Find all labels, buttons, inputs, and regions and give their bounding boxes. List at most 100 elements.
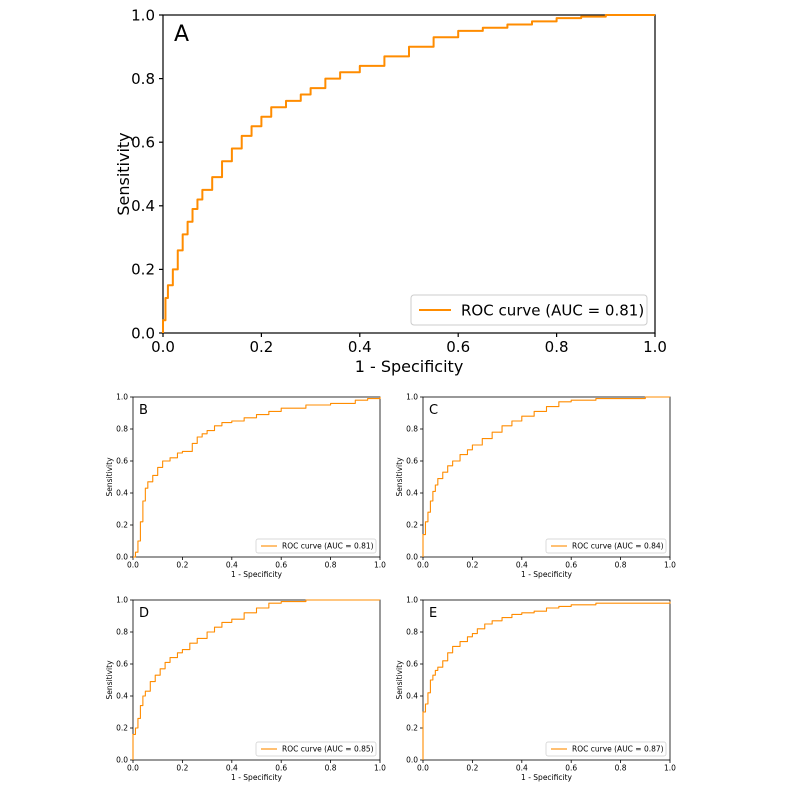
legend-label: ROC curve (AUC = 0.81) — [461, 301, 644, 319]
axes-frame — [162, 14, 656, 334]
axes-frame — [132, 396, 381, 558]
legend-box — [410, 294, 648, 326]
panel-label: D — [139, 606, 149, 621]
x-tick-label: 0.8 — [325, 561, 337, 570]
x-axis-label: 1 - Specificity — [521, 570, 572, 579]
panel-d: 0.0 0.2 0.4 0.6 0.8 1.0 0.0 0.2 0.4 0.6 0.8 1.0 1 - … — [105, 596, 386, 782]
x-tick-label: 0.4 — [516, 764, 528, 773]
y-tick-label: 1.0 — [116, 393, 128, 402]
x-tick-label: 1.0 — [664, 561, 676, 570]
y-tick-label: 0.8 — [406, 628, 418, 637]
roc-curve-line — [162, 14, 655, 333]
x-axis-label: 1 - Specificity — [231, 570, 282, 579]
y-axis-label: Sensitivity — [395, 457, 404, 497]
x-tick-label: 0.4 — [516, 561, 528, 570]
y-tick-label: 0.2 — [406, 521, 418, 530]
legend: ROC curve (AUC = 0.85) — [255, 741, 377, 757]
roc-curve-line — [422, 601, 671, 760]
panel-a: 0.0 0.2 0.4 0.6 0.8 1.0 0.0 0.2 0.4 0.6 0.8 1.0 1 - … — [114, 6, 667, 376]
x-tick-label: 0.8 — [615, 561, 627, 570]
x-tick-label: 0.4 — [226, 561, 238, 570]
y-tick-label: 0.8 — [406, 425, 418, 434]
axes-frame — [132, 599, 381, 761]
axes-frame — [422, 599, 671, 761]
x-tick-label: 0.0 — [417, 764, 429, 773]
y-tick-label: 0.0 — [116, 756, 128, 765]
x-tick-label: 0.4 — [348, 338, 372, 356]
y-tick-label: 0.4 — [116, 489, 128, 498]
x-tick-label: 1.0 — [664, 764, 676, 773]
panel-c: 0.0 0.2 0.4 0.6 0.8 1.0 0.0 0.2 0.4 0.6 0.8 1.0 1 - … — [395, 393, 676, 579]
y-tick-label: 0.0 — [131, 324, 155, 342]
y-tick-label: 1.0 — [131, 6, 155, 24]
legend-label: ROC curve (AUC = 0.81) — [282, 542, 374, 551]
y-tick-label: 0.4 — [116, 692, 128, 701]
y-tick-label: 0.0 — [116, 553, 128, 562]
x-tick-label: 0.2 — [176, 561, 188, 570]
x-tick-label: 1.0 — [374, 764, 386, 773]
y-tick-label: 0.6 — [131, 133, 155, 151]
legend-box — [255, 538, 377, 554]
legend: ROC curve (AUC = 0.84) — [545, 538, 667, 554]
y-tick-label: 1.0 — [116, 596, 128, 605]
x-tick-label: 0.6 — [565, 561, 577, 570]
legend-label: ROC curve (AUC = 0.85) — [282, 745, 374, 754]
x-tick-label: 0.4 — [226, 764, 238, 773]
y-axis-label: Sensitivity — [395, 660, 404, 700]
x-tick-label: 1.0 — [374, 561, 386, 570]
panel-e: 0.0 0.2 0.4 0.6 0.8 1.0 0.0 0.2 0.4 0.6 0.8 1.0 1 - … — [395, 596, 676, 782]
x-tick-label: 0.0 — [151, 338, 175, 356]
legend-box — [545, 741, 667, 757]
x-axis-label: 1 - Specificity — [231, 773, 282, 782]
roc-curve-line — [133, 397, 381, 558]
y-tick-label: 0.2 — [131, 261, 155, 279]
x-tick-label: 0.0 — [127, 561, 139, 570]
y-tick-label: 0.8 — [116, 425, 128, 434]
roc-curve-line — [132, 599, 380, 760]
x-tick-label: 0.0 — [127, 764, 139, 773]
x-tick-label: 0.6 — [275, 561, 287, 570]
roc-curve-line — [422, 396, 670, 557]
y-tick-label: 0.4 — [406, 489, 418, 498]
x-tick-label: 0.6 — [446, 338, 470, 356]
x-tick-label: 0.6 — [275, 764, 287, 773]
legend-label: ROC curve (AUC = 0.84) — [572, 542, 664, 551]
legend: ROC curve (AUC = 0.81) — [255, 538, 377, 554]
x-axis-label: 1 - Specificity — [355, 357, 464, 376]
y-axis-label: Sensitivity — [105, 457, 114, 497]
panel-label: B — [139, 403, 148, 418]
y-tick-label: 0.6 — [406, 660, 418, 669]
y-tick-label: 0.0 — [406, 756, 418, 765]
x-tick-label: 0.2 — [466, 764, 478, 773]
y-tick-label: 0.8 — [116, 628, 128, 637]
panel-label: C — [429, 403, 438, 418]
legend: ROC curve (AUC = 0.81) — [410, 294, 648, 326]
x-tick-label: 0.6 — [565, 764, 577, 773]
x-axis-label: 1 - Specificity — [521, 773, 572, 782]
y-tick-label: 0.6 — [116, 457, 128, 466]
y-tick-label: 0.6 — [116, 660, 128, 669]
y-tick-label: 0.0 — [406, 553, 418, 562]
legend-label: ROC curve (AUC = 0.87) — [572, 745, 664, 754]
y-tick-label: 0.6 — [406, 457, 418, 466]
y-axis-label: Sensitivity — [105, 660, 114, 700]
y-axis-label: Sensitivity — [114, 132, 133, 215]
y-tick-label: 1.0 — [406, 596, 418, 605]
y-tick-label: 0.2 — [116, 724, 128, 733]
x-tick-label: 0.2 — [176, 764, 188, 773]
x-tick-label: 1.0 — [643, 338, 667, 356]
y-tick-label: 0.2 — [116, 521, 128, 530]
x-tick-label: 0.8 — [545, 338, 569, 356]
legend-box — [545, 538, 667, 554]
y-tick-label: 0.2 — [406, 724, 418, 733]
y-tick-label: 1.0 — [406, 393, 418, 402]
legend-box — [255, 741, 377, 757]
x-tick-label: 0.2 — [466, 561, 478, 570]
legend: ROC curve (AUC = 0.87) — [545, 741, 667, 757]
panel-label: E — [429, 606, 437, 621]
x-tick-label: 0.0 — [417, 561, 429, 570]
axes-frame — [422, 396, 671, 558]
x-tick-label: 0.8 — [615, 764, 627, 773]
x-tick-label: 0.2 — [249, 338, 273, 356]
